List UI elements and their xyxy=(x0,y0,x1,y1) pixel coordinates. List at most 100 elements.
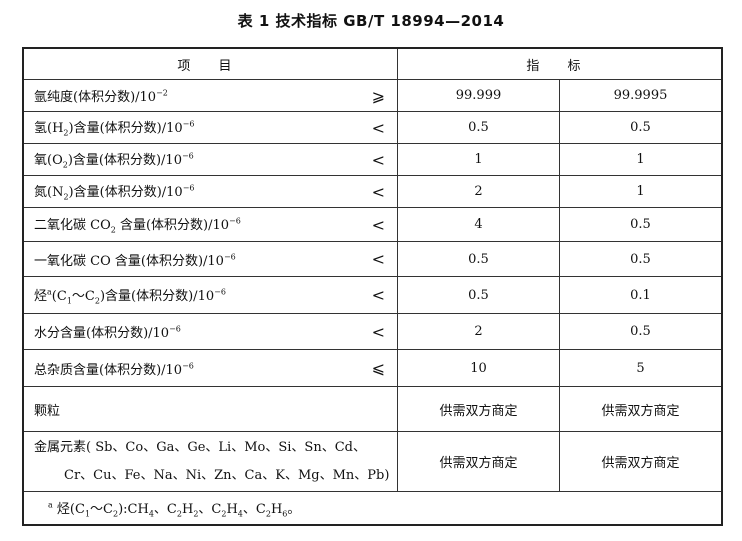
text-segment: 4 xyxy=(148,509,154,519)
text-segment: 2 xyxy=(63,128,69,138)
comparison-symbol: < xyxy=(371,118,385,137)
text-segment: 、C xyxy=(242,501,266,517)
item-label: 氧(O2)含量(体积分数)/10−6 < xyxy=(22,143,398,176)
index-value-1: 供需双方商定 xyxy=(397,431,560,492)
item-label: 氮(N2)含量(体积分数)/10−6 < xyxy=(22,175,398,208)
comparison-symbol: < xyxy=(371,215,385,234)
index-value-1: 供需双方商定 xyxy=(397,386,560,432)
index-value-2: 0.5 xyxy=(559,111,723,144)
table-row-metal: 金属元素( Sb、Co、Ga、Ge、Li、Mo、Si、Sn、Cd、 Cr、Cu、F… xyxy=(22,431,723,492)
index-value-1: 2 xyxy=(397,175,560,208)
text-segment: 1 xyxy=(84,509,91,519)
text-segment: H xyxy=(226,501,238,517)
text-segment: H xyxy=(181,501,194,517)
text-segment: 2 xyxy=(94,296,100,306)
text-segment: 2 xyxy=(110,225,116,235)
comparison-symbol: ⩽ xyxy=(371,358,385,378)
text-segment: 2 xyxy=(63,192,69,202)
text-segment: 2 xyxy=(221,509,227,519)
text-segment: 2 xyxy=(193,509,199,519)
text-segment: 4 xyxy=(237,509,243,519)
text-segment: 6 xyxy=(282,509,288,519)
text-segment: −6 xyxy=(229,216,241,226)
text-segment: 氩纯度(体积分数)/10 xyxy=(34,90,157,105)
text-segment: 总杂质含量(体积分数)/10 xyxy=(34,362,183,378)
text-segment: 2 xyxy=(112,509,119,519)
table-header-row: 项 目 指 标 xyxy=(22,47,723,80)
text-segment: 颗粒 xyxy=(34,403,61,419)
table-row: 二氧化碳 CO2 含量(体积分数)/10−6 < 4 0.5 xyxy=(22,207,723,242)
technical-spec-table: 项 目 指 标 氩纯度(体积分数)/10−2 ⩾ 99.999 99.9995 氢(… xyxy=(22,47,723,526)
table-row: 颗粒 供需双方商定 供需双方商定 xyxy=(22,386,723,432)
text-segment: 1 xyxy=(66,296,72,306)
index-value-2: 0.5 xyxy=(559,207,723,242)
text-segment: −6 xyxy=(181,151,194,161)
table-row: 氢(H2)含量(体积分数)/10−6 < 0.5 0.5 xyxy=(22,111,723,144)
table-row: 总杂质含量(体积分数)/10−6 ⩽ 10 5 xyxy=(22,349,723,387)
text-segment: 、C xyxy=(153,501,177,517)
text-segment: −6 xyxy=(169,324,181,334)
table-row: 水分含量(体积分数)/10−6 < 2 0.5 xyxy=(22,313,723,350)
text-segment: 烃(C xyxy=(52,501,85,517)
index-value-2: 5 xyxy=(559,349,723,387)
text-segment: a xyxy=(48,500,53,510)
table-row: 氧(O2)含量(体积分数)/10−6 < 1 1 xyxy=(22,143,723,176)
header-index: 指 标 xyxy=(397,47,723,80)
comparison-symbol: < xyxy=(371,322,385,341)
table-row: 烃a(C1～C2)含量(体积分数)/10−6 < 0.5 0.1 xyxy=(22,276,723,314)
text-segment: )含量(体积分数)/10 xyxy=(99,288,215,304)
text-segment: )含量(体积分数)/10 xyxy=(68,121,183,137)
text-segment: )含量(体积分数)/10 xyxy=(67,153,182,169)
item-label: 总杂质含量(体积分数)/10−6 ⩽ xyxy=(22,349,398,387)
index-value-1: 99.999 xyxy=(397,79,560,112)
item-label: 一氧化碳 CO 含量(体积分数)/10−6 < xyxy=(22,241,398,277)
comparison-symbol: < xyxy=(371,182,385,201)
text-segment: 、C xyxy=(198,501,222,517)
index-value-1: 1 xyxy=(397,143,560,176)
index-value-1: 10 xyxy=(397,349,560,387)
metal-line-2: Cr、Cu、Fe、Na、Ni、Zn、Ca、K、Mg、Mn、Pb) xyxy=(64,467,390,483)
header-item: 项 目 xyxy=(22,47,398,80)
text-segment: ):CH xyxy=(118,501,149,517)
index-value-2: 1 xyxy=(559,143,723,176)
text-segment: −6 xyxy=(182,183,195,193)
text-segment: 氢(H xyxy=(34,121,64,137)
index-value-1: 0.5 xyxy=(397,241,560,277)
footnote: a 烃(C1～C2):CH4、C2H2、C2H4、C2H6。 xyxy=(22,491,723,526)
index-value-2: 0.5 xyxy=(559,241,723,277)
comparison-symbol: < xyxy=(371,249,385,269)
text-segment: 氮(N xyxy=(34,185,64,201)
item-label: 烃a(C1～C2)含量(体积分数)/10−6 < xyxy=(22,276,398,314)
text-segment: (C xyxy=(51,288,67,304)
index-value-2: 99.9995 xyxy=(559,79,723,112)
index-value-2: 0.5 xyxy=(559,313,723,350)
item-label: 颗粒 xyxy=(22,386,398,432)
text-segment: 水分含量(体积分数)/10 xyxy=(34,326,170,341)
text-segment: 2 xyxy=(265,509,271,519)
text-segment: 2 xyxy=(176,509,182,519)
index-value-2: 供需双方商定 xyxy=(559,431,723,492)
index-value-1: 0.5 xyxy=(397,111,560,144)
text-segment: 。 xyxy=(287,501,301,517)
text-segment: 含量(体积分数)/10 xyxy=(115,218,230,234)
text-segment: −6 xyxy=(214,287,226,297)
item-label: 金属元素( Sb、Co、Ga、Ge、Li、Mo、Si、Sn、Cd、 Cr、Cu、F… xyxy=(22,431,398,492)
item-label: 二氧化碳 CO2 含量(体积分数)/10−6 < xyxy=(22,207,398,242)
text-segment: a xyxy=(47,287,52,297)
index-value-2: 1 xyxy=(559,175,723,208)
text-segment: 2 xyxy=(62,160,68,170)
text-segment: H xyxy=(270,501,283,517)
comparison-symbol: ⩾ xyxy=(371,86,385,105)
text-segment: 氧(O xyxy=(34,153,63,169)
index-value-1: 2 xyxy=(397,313,560,350)
table-title: 表 1 技术指标 GB/T 18994—2014 xyxy=(237,12,505,30)
text-segment: 二氧化碳 CO xyxy=(34,218,111,234)
table-row: 一氧化碳 CO 含量(体积分数)/10−6 < 0.5 0.5 xyxy=(22,241,723,277)
comparison-symbol: < xyxy=(371,285,385,305)
index-value-1: 0.5 xyxy=(397,276,560,314)
item-label: 水分含量(体积分数)/10−6 < xyxy=(22,313,398,350)
index-value-2: 供需双方商定 xyxy=(559,386,723,432)
table-row: 氩纯度(体积分数)/10−2 ⩾ 99.999 99.9995 xyxy=(22,79,723,112)
text-segment: 烃 xyxy=(34,288,48,304)
index-value-1: 4 xyxy=(397,207,560,242)
